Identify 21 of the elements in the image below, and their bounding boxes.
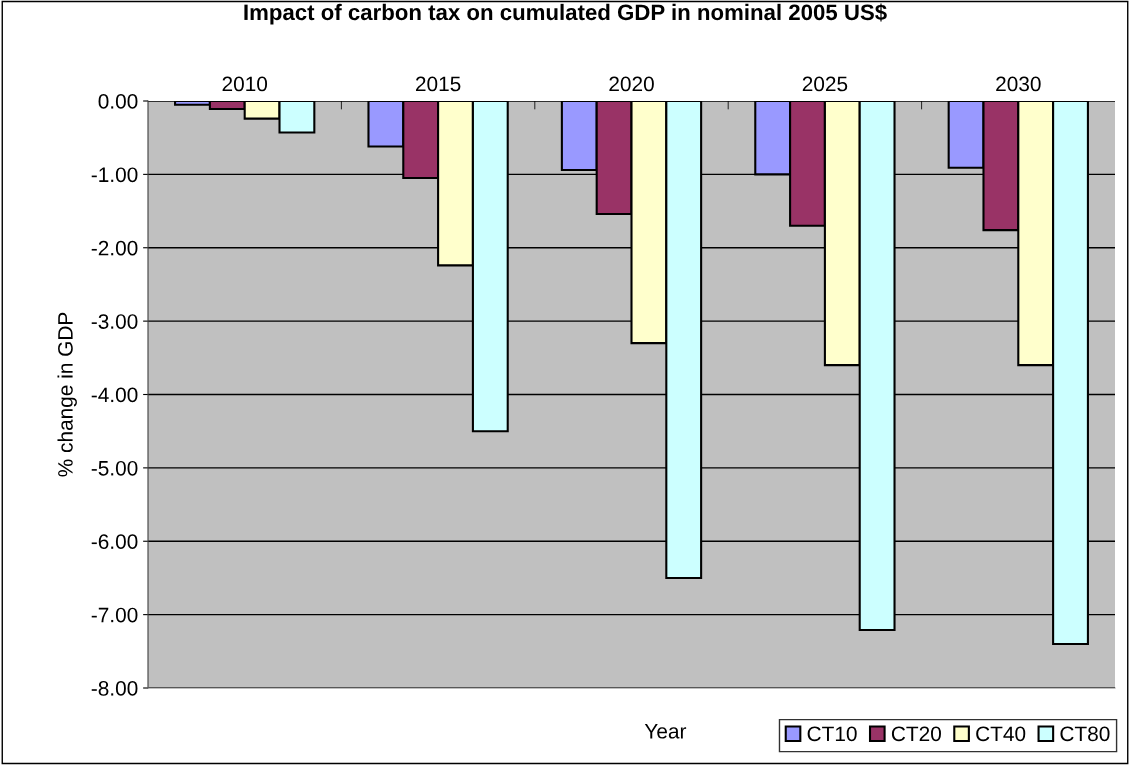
x-tick-label: 2030 xyxy=(996,76,1041,92)
y-tick-label: -4.00 xyxy=(91,387,138,403)
y-tick-label: 0.00 xyxy=(98,94,138,109)
y-tick-label: -5.00 xyxy=(91,460,138,476)
chart-title: Impact of carbon tax on cumulated GDP in nominal 2005 US$ xyxy=(244,3,887,25)
y-tick-label: -3.00 xyxy=(91,314,138,329)
y-tick-label: -2.00 xyxy=(91,240,138,256)
x-tick-label: 2015 xyxy=(415,76,461,92)
legend-label: CT10 xyxy=(807,726,857,742)
y-tick-label: -1.00 xyxy=(91,167,138,183)
x-tick-label: 2025 xyxy=(802,76,848,92)
y-tick-label: -7.00 xyxy=(91,607,138,623)
legend-label: CT80 xyxy=(1060,726,1110,742)
y-tick-label: -6.00 xyxy=(91,534,138,549)
x-tick-label: 2020 xyxy=(609,76,654,92)
legend-label: CT20 xyxy=(891,726,941,742)
legend-label: CT40 xyxy=(976,726,1026,742)
y-axis-title: % change in GDP xyxy=(57,312,77,477)
y-tick-label: -8.00 xyxy=(91,681,138,696)
x-axis-title: Year xyxy=(644,724,687,739)
x-tick-label: 2010 xyxy=(222,76,268,92)
